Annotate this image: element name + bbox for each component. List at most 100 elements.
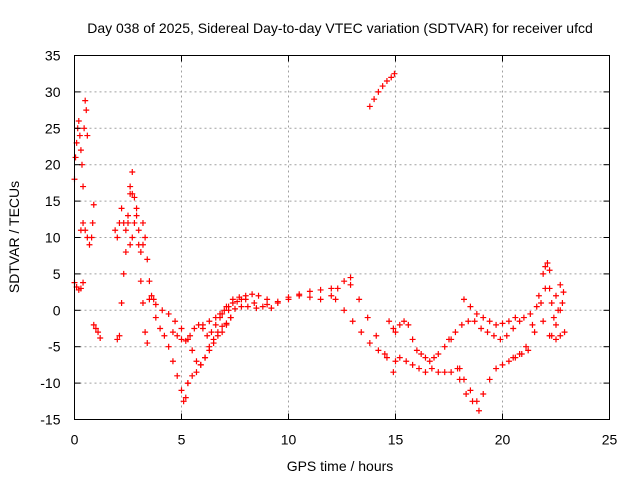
data-point <box>82 97 89 104</box>
data-point <box>548 332 555 339</box>
data-point <box>217 310 224 317</box>
data-point <box>129 234 136 241</box>
series-s30 <box>548 289 567 339</box>
data-point <box>525 347 532 354</box>
data-point <box>122 249 129 256</box>
data-point <box>184 380 191 387</box>
data-point <box>178 325 185 332</box>
data-point <box>125 212 131 219</box>
data-point <box>347 281 354 288</box>
data-point <box>328 285 335 292</box>
data-point <box>480 391 487 398</box>
data-point <box>557 281 564 288</box>
data-point <box>454 365 461 372</box>
data-point <box>317 296 324 303</box>
data-point <box>76 132 83 139</box>
data-point <box>341 307 348 314</box>
data-point <box>416 365 423 372</box>
data-point <box>553 292 559 299</box>
data-point <box>129 190 136 197</box>
data-point <box>535 292 542 299</box>
data-point <box>392 329 399 336</box>
data-point <box>157 325 164 332</box>
data-point <box>259 303 266 310</box>
data-point <box>197 361 204 368</box>
data-point <box>212 321 219 328</box>
data-point <box>193 358 200 365</box>
y-tick-label: 20 <box>45 157 61 173</box>
data-point <box>456 376 463 383</box>
data-point <box>204 332 211 339</box>
series-s15 <box>199 285 335 328</box>
data-point <box>178 336 185 343</box>
data-point <box>80 279 87 286</box>
data-point <box>144 256 151 263</box>
data-point <box>467 303 474 310</box>
data-point <box>199 321 206 328</box>
data-point <box>510 325 517 332</box>
data-point <box>446 336 452 343</box>
data-point <box>334 285 341 292</box>
data-point <box>208 329 215 336</box>
data-point <box>148 292 155 299</box>
data-point <box>89 219 96 226</box>
data-point <box>452 329 459 336</box>
data-point <box>484 329 491 336</box>
data-point <box>386 318 393 325</box>
data-point <box>189 372 196 379</box>
data-point <box>463 391 470 398</box>
data-point <box>505 318 512 325</box>
data-point <box>317 286 324 293</box>
data-point <box>223 303 230 310</box>
data-point <box>490 332 497 339</box>
data-point <box>139 300 146 307</box>
data-point <box>409 361 416 368</box>
chart-title: Day 038 of 2025, Sidereal Day-to-day VTE… <box>87 20 593 36</box>
series-s3 <box>81 97 91 139</box>
data-point <box>392 358 399 365</box>
data-point <box>112 227 119 234</box>
data-point <box>418 350 425 357</box>
data-point <box>441 343 448 350</box>
data-point <box>467 387 474 394</box>
data-point <box>206 343 213 350</box>
y-tick-label: 35 <box>45 48 61 64</box>
data-point <box>125 219 131 226</box>
data-point <box>383 77 390 84</box>
data-point <box>516 350 523 357</box>
y-tick-label: 0 <box>53 302 61 318</box>
data-point <box>88 234 95 241</box>
data-point <box>540 270 547 277</box>
data-point <box>191 325 198 332</box>
x-tick-label: 0 <box>71 432 79 448</box>
data-point <box>409 336 416 343</box>
data-point <box>152 314 159 321</box>
data-point <box>251 300 258 307</box>
data-point <box>229 296 236 303</box>
data-point <box>169 358 176 365</box>
data-point <box>512 314 519 321</box>
data-point <box>127 183 134 190</box>
data-point <box>118 205 125 212</box>
data-point <box>274 300 281 307</box>
x-tick-label: 25 <box>602 432 618 448</box>
data-point <box>529 321 536 328</box>
data-point <box>435 369 442 376</box>
data-point <box>366 103 373 110</box>
data-point <box>553 321 559 328</box>
data-point <box>553 336 559 343</box>
data-point <box>560 289 567 296</box>
data-point <box>165 310 172 317</box>
data-point <box>371 96 378 103</box>
data-point <box>129 168 136 175</box>
series-s19 <box>366 70 398 110</box>
data-point <box>285 296 292 303</box>
series-s17 <box>332 296 399 365</box>
data-point <box>72 154 79 161</box>
series-s16 <box>217 274 354 317</box>
data-point <box>341 278 348 285</box>
data-point <box>80 219 87 226</box>
data-point <box>503 332 510 339</box>
data-point <box>180 398 187 405</box>
